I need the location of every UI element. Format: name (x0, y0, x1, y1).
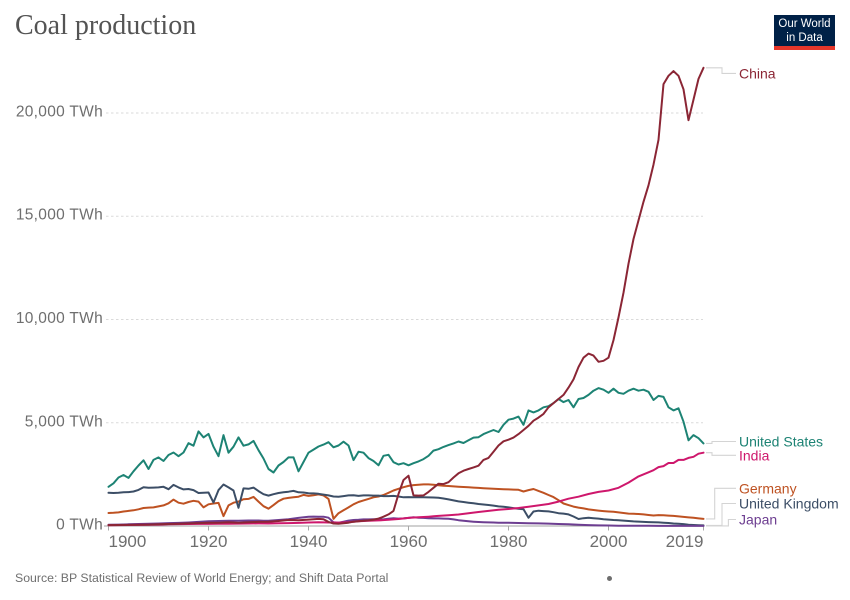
svg-text:1960: 1960 (390, 532, 428, 551)
svg-text:Germany: Germany (739, 480, 797, 496)
svg-text:India: India (739, 447, 770, 463)
svg-text:1900: 1900 (109, 532, 147, 551)
svg-text:0 TWh: 0 TWh (56, 517, 103, 534)
svg-text:United Kingdom: United Kingdom (739, 496, 839, 512)
svg-text:Japan: Japan (739, 512, 777, 528)
svg-text:United States: United States (739, 434, 823, 450)
svg-text:1920: 1920 (190, 532, 228, 551)
svg-text:15,000 TWh: 15,000 TWh (16, 207, 103, 224)
svg-text:1940: 1940 (290, 532, 328, 551)
svg-text:1980: 1980 (490, 532, 528, 551)
svg-text:5,000 TWh: 5,000 TWh (25, 413, 103, 430)
svg-text:20,000 TWh: 20,000 TWh (16, 104, 103, 121)
svg-text:10,000 TWh: 10,000 TWh (16, 310, 103, 327)
svg-text:2019: 2019 (666, 532, 704, 551)
svg-text:2000: 2000 (590, 532, 628, 551)
svg-text:China: China (739, 65, 776, 81)
